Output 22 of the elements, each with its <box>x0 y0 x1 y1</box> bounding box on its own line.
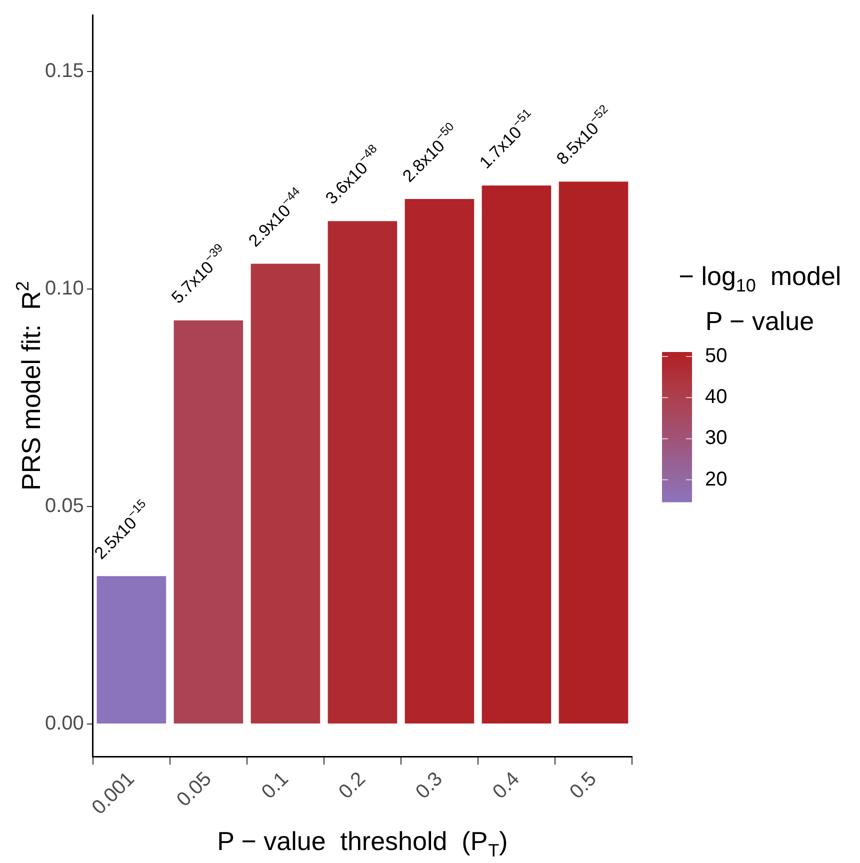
color-bar-label: 40 <box>705 386 728 408</box>
bar <box>404 198 474 724</box>
x-tick-label: 0.3 <box>412 768 447 804</box>
bar <box>558 182 628 724</box>
y-tick-label: 0.10 <box>44 278 84 300</box>
x-tick-label: 0.5 <box>566 768 601 804</box>
x-tick-label: 0.1 <box>258 768 293 804</box>
color-bar-label: 20 <box>705 468 728 490</box>
y-tick-label: 0.15 <box>44 60 84 82</box>
bar <box>482 186 552 724</box>
bar <box>174 320 244 724</box>
bar <box>328 221 398 724</box>
y-tick-label: 0.00 <box>44 712 84 735</box>
x-tick-label: 0.4 <box>488 768 524 804</box>
y-tick-label: 0.05 <box>44 495 84 518</box>
bar <box>250 264 320 724</box>
x-tick-label: 0.05 <box>172 768 216 812</box>
bar <box>96 576 166 724</box>
color-bar-label: 30 <box>705 427 728 450</box>
y-axis-title: PRS model fit: R2 <box>12 281 46 491</box>
x-tick-label: 0.2 <box>334 768 370 804</box>
color-bar-label: 50 <box>705 345 728 368</box>
